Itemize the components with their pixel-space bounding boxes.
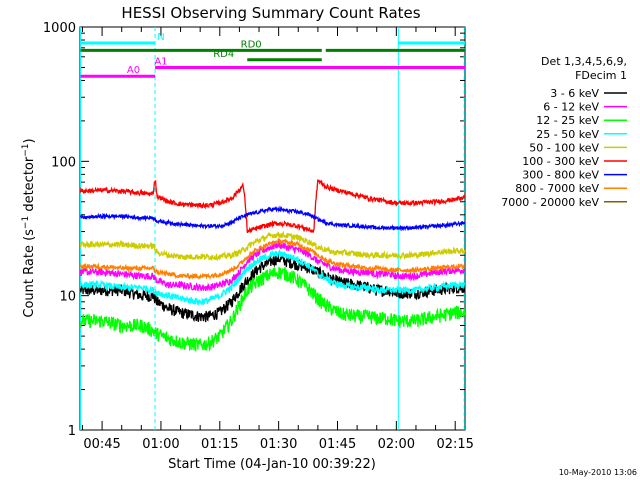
y-axis-label-main: Count Rate (s [22,229,37,318]
series-line [79,230,466,262]
state-bar-label: RD4 [213,49,234,60]
x-axis-label: Start Time (04-Jan-10 00:39:22) [168,457,376,472]
x-tick-label: 00:45 [83,437,120,452]
x-tick-label: 01:00 [142,437,179,452]
y-tick-label: 100 [51,155,76,170]
y-tick-label: 1 [68,424,76,439]
plot-area [79,26,466,431]
x-tick-labels: 00:45 01:00 01:15 01:30 01:45 02:00 02:15 [83,437,474,452]
series-line [79,238,465,281]
legend-item-label: 12 - 25 keV [536,114,599,127]
series-layer [79,179,466,352]
series-line [79,179,466,234]
legend-header-line2: FDecim 1 [575,69,627,82]
axis-ticks [80,27,465,431]
legend-item-label: 3 - 6 keV [550,87,599,100]
plot-frame [79,26,466,431]
series-line [79,248,466,306]
legend-header-line1: Det 1,3,4,5,6,9, [541,55,627,68]
chart-title: HESSI Observing Summary Count Rates [121,4,420,22]
y-axis-label: Count Rate (s−1 detector−1) [21,138,37,317]
x-tick-label: 01:30 [260,437,297,452]
y-axis-label-end: ) [22,138,37,143]
y-tick-labels: 1 10 100 1000 [43,21,76,439]
legend-item-label: 6 - 12 keV [543,101,599,114]
series-line [79,253,466,323]
state-bar-label: A1 [154,56,167,67]
x-tick-label: 02:00 [378,437,415,452]
state-bar-label: RD0 [241,39,262,50]
state-bar-label: A0 [127,65,140,76]
state-bar-label: N [157,32,164,43]
x-tick-label: 01:45 [319,437,356,452]
footer-date: 10-May-2010 13:06 [559,468,637,477]
legend-item-label: 300 - 800 keV [522,169,599,182]
state-bars: N RD0 RD4 A0 A1 [80,32,465,78]
x-tick-label: 01:15 [201,437,238,452]
series-line [79,239,466,292]
y-axis-label-sup1: −1 [21,216,31,229]
vertical-markers [80,27,465,430]
x-tick-label: 02:15 [436,437,473,452]
y-tick-label: 1000 [43,21,76,36]
legend-item-label: 50 - 100 keV [529,141,599,154]
legend-item-label: 100 - 300 keV [522,155,599,168]
y-tick-label: 10 [59,290,76,305]
series-line [79,266,466,352]
y-axis-label-sup2: −1 [21,143,31,156]
y-axis-label-mid: detector [22,156,37,216]
legend-item-label: 25 - 50 keV [536,128,599,141]
series-line [79,205,466,232]
legend-item-label: 7000 - 20000 keV [501,196,599,209]
legend-item-label: 800 - 7000 keV [515,182,599,195]
